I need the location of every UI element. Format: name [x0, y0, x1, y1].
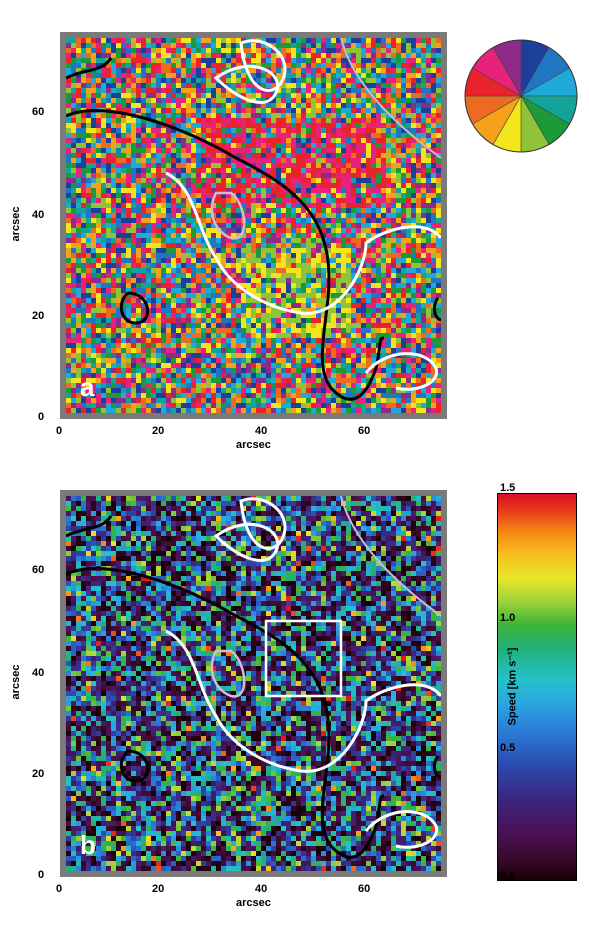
contour-line-0	[66, 109, 385, 401]
field-cells	[66, 38, 441, 413]
contour-line-2	[119, 291, 150, 325]
contour-line-8	[340, 38, 441, 159]
x-tick-b-2: 40	[255, 883, 268, 895]
map-frame-a: a	[60, 32, 447, 419]
contour-line-9	[210, 191, 246, 240]
field-cells	[66, 496, 441, 871]
contour-line-6	[239, 39, 287, 92]
y-axis-title-b: arcsec	[10, 664, 22, 700]
y-tick-a-0: 0	[38, 411, 45, 423]
contour-line-3	[432, 297, 441, 322]
x-axis-title-b: arcsec	[236, 897, 271, 909]
x-tick-a-1: 20	[152, 425, 165, 437]
x-tick-a-3: 60	[358, 425, 371, 437]
y-tick-a-2: 40	[32, 209, 45, 221]
y-tick-a-3: 60	[32, 106, 45, 118]
zoom-region-box	[264, 619, 343, 698]
x-tick-a-2: 40	[255, 425, 268, 437]
y-tick-b-2: 40	[32, 667, 45, 679]
x-tick-b-3: 60	[358, 883, 371, 895]
contour-line-1	[66, 515, 113, 538]
contour-line-8	[340, 496, 441, 617]
y-tick-b-0: 0	[38, 869, 45, 881]
colorbar	[497, 493, 577, 882]
contour-line-0	[66, 567, 385, 859]
y-tick-b-1: 20	[32, 768, 45, 780]
contour-line-2	[119, 749, 150, 783]
colorbar-tick-3: 0.0	[500, 870, 516, 882]
direction-color-wheel	[463, 38, 579, 154]
y-axis-title-a: arcsec	[10, 206, 22, 242]
contour-line-4	[165, 171, 441, 315]
x-axis-title-a: arcsec	[236, 439, 271, 451]
colorbar-tick-2: 0.5	[500, 742, 516, 754]
colorbar-gradient	[497, 493, 577, 881]
contour-line-3	[432, 755, 441, 780]
x-tick-a-0: 0	[56, 425, 63, 437]
contour-line-7	[364, 810, 439, 849]
contour-line-6	[239, 497, 287, 550]
colorbar-tick-1: 1.0	[500, 612, 516, 624]
map-frame-b: b	[60, 490, 447, 877]
x-tick-b-1: 20	[152, 883, 165, 895]
y-tick-b-3: 60	[32, 564, 45, 576]
colorbar-tick-0: 1.5	[500, 482, 516, 494]
contour-line-7	[364, 352, 439, 391]
contour-line-4	[165, 629, 441, 773]
colorbar-title: Speed [km s⁻¹]	[506, 647, 519, 726]
flow-direction-map: a	[66, 38, 441, 413]
y-tick-a-1: 20	[32, 310, 45, 322]
wheel-outline	[464, 39, 578, 153]
contour-line-9	[210, 649, 246, 698]
contour-line-1	[66, 57, 113, 80]
panel-letter-a: a	[80, 372, 95, 402]
speed-map: b	[66, 496, 441, 871]
panel-letter-b: b	[80, 830, 96, 860]
x-tick-b-0: 0	[56, 883, 63, 895]
